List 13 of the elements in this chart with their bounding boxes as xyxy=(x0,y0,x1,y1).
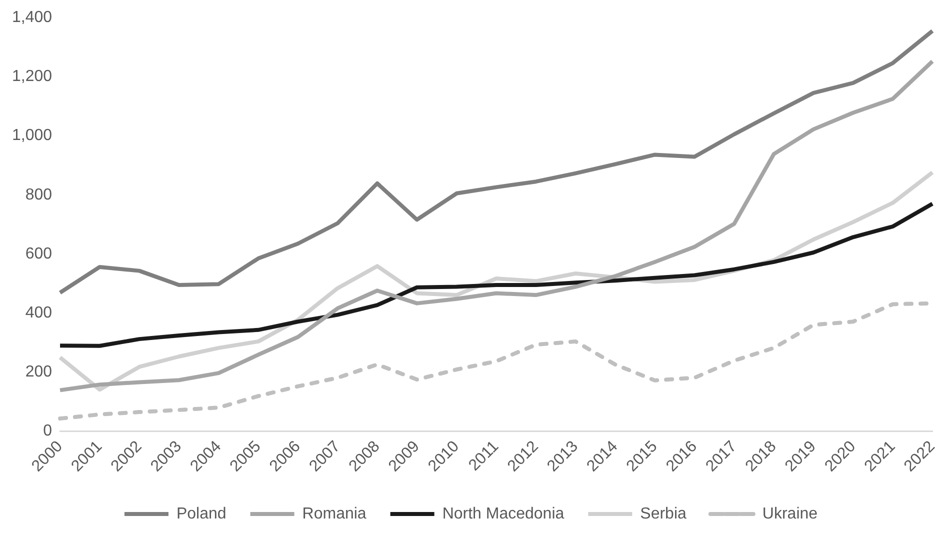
y-tick-label: 400 xyxy=(25,304,52,322)
y-tick-label: 600 xyxy=(25,245,52,262)
legend-label: Romania xyxy=(302,505,366,522)
y-tick-label: 800 xyxy=(25,186,52,204)
y-tick-label: 200 xyxy=(25,364,52,381)
legend-label: Ukraine xyxy=(762,505,818,522)
legend-label: Poland xyxy=(176,505,226,522)
y-tick-label: 1,200 xyxy=(12,68,52,86)
legend-label: North Macedonia xyxy=(442,505,564,522)
y-tick-label: 0 xyxy=(43,422,52,440)
y-tick-label: 1,400 xyxy=(12,9,52,26)
legend-label: Serbia xyxy=(640,505,687,522)
y-tick-label: 1,000 xyxy=(12,127,52,144)
